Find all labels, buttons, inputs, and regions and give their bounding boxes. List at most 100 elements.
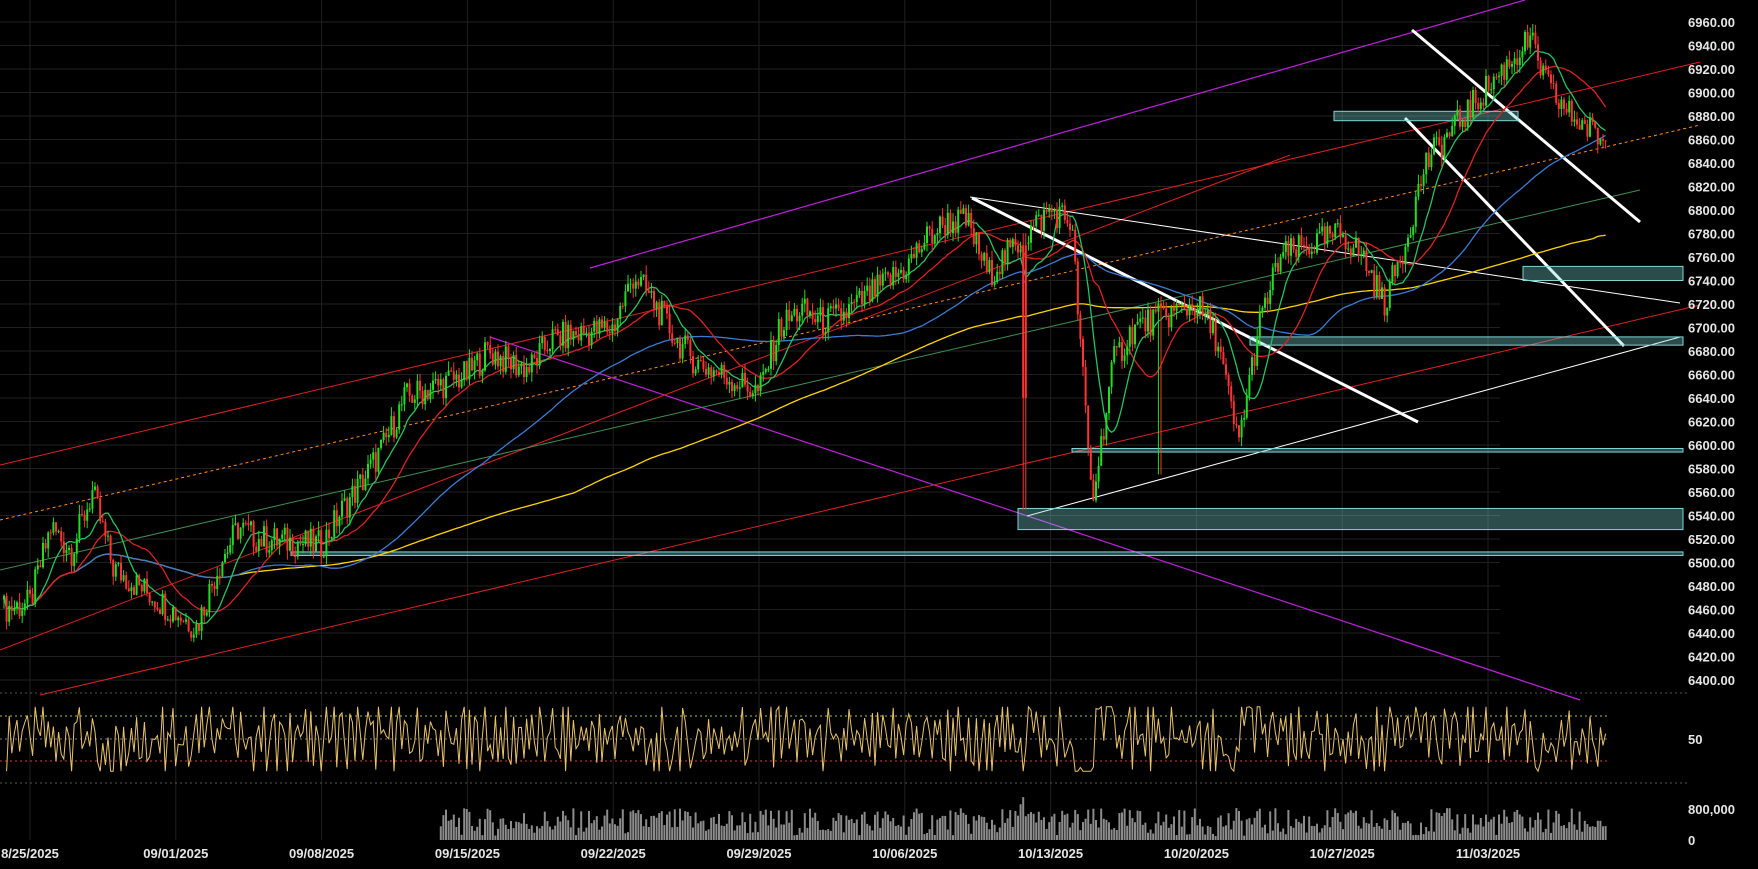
candle-body <box>476 353 479 361</box>
candle-body <box>788 309 791 321</box>
candle-body <box>1479 102 1482 110</box>
candle <box>1591 113 1594 126</box>
candle-body <box>1290 238 1292 256</box>
candle-body <box>533 354 536 358</box>
candle-body <box>845 311 848 319</box>
candle-body <box>933 235 936 244</box>
volume-bar <box>1362 817 1365 840</box>
candle <box>218 568 221 585</box>
candle-body <box>1435 137 1438 139</box>
candle-body <box>497 351 499 367</box>
candle <box>497 344 499 370</box>
candle-body <box>671 333 674 343</box>
volume-tick-label: 800,000 <box>1688 802 1735 817</box>
volume-bar <box>1030 812 1032 840</box>
candle <box>302 534 304 553</box>
candle-body <box>359 474 362 479</box>
volume-bar <box>1147 832 1149 840</box>
candle <box>681 338 684 364</box>
candle <box>798 312 801 330</box>
candle <box>94 482 96 492</box>
candle <box>1448 131 1451 139</box>
candle-body <box>915 243 918 258</box>
candle-body <box>1261 307 1264 313</box>
candle <box>208 579 211 618</box>
volume-bar <box>1253 817 1256 840</box>
candle-body <box>83 514 86 521</box>
candle <box>1004 248 1006 272</box>
candle <box>1596 127 1599 154</box>
candle-body <box>1102 436 1105 440</box>
candle-body <box>1279 256 1282 272</box>
candle-body <box>1058 206 1061 228</box>
candle <box>1097 456 1100 489</box>
volume-bar <box>1011 826 1014 840</box>
volume-bar <box>1381 828 1383 840</box>
candle-body <box>146 578 148 593</box>
volume-bar <box>1464 814 1467 840</box>
volume-bar <box>1188 834 1191 840</box>
candle <box>1453 113 1456 135</box>
volume-bar <box>632 810 635 840</box>
candle-body <box>972 228 975 245</box>
candle-body <box>1084 366 1087 406</box>
candle <box>754 375 757 402</box>
candle-body <box>257 539 260 551</box>
candle-body <box>320 530 323 557</box>
volume-bar <box>718 814 720 840</box>
candle-body <box>120 562 122 581</box>
candle-body <box>588 332 590 346</box>
candle-body <box>944 225 947 235</box>
volume-bar <box>827 829 830 840</box>
candle <box>549 347 551 358</box>
candle-body <box>1495 76 1498 78</box>
candle <box>980 251 983 269</box>
candle-body <box>29 589 31 594</box>
candle-body <box>931 228 934 244</box>
volume-bar <box>569 827 572 840</box>
volume-bar <box>881 818 884 840</box>
candle-body <box>1375 275 1378 297</box>
candle-body <box>666 305 668 314</box>
grid-lines <box>0 0 1500 840</box>
candle-body <box>1529 35 1532 48</box>
candle-body <box>673 342 676 344</box>
candle-body <box>213 585 216 589</box>
candle-body <box>432 380 434 390</box>
candle <box>803 289 806 313</box>
candle <box>957 206 960 242</box>
volume-bar <box>1123 808 1126 840</box>
candle <box>988 257 991 275</box>
candle <box>1232 394 1235 432</box>
candle-body <box>1227 374 1230 387</box>
candle <box>260 535 263 547</box>
candle <box>1063 199 1066 224</box>
candle-body <box>918 243 921 253</box>
candle-body <box>1604 140 1607 142</box>
candle <box>1446 128 1448 139</box>
candle <box>252 519 255 556</box>
candle-body <box>858 291 861 296</box>
candle-body <box>564 321 567 349</box>
candle <box>1518 49 1521 73</box>
volume-bar <box>684 811 687 840</box>
volume-bar <box>616 825 619 840</box>
candle-body <box>975 232 978 245</box>
candle-body <box>507 346 510 359</box>
candle <box>372 447 375 468</box>
volume-bar <box>913 812 915 840</box>
volume-bar <box>1274 808 1277 840</box>
candle-body <box>1269 290 1272 305</box>
candle-body <box>473 360 476 371</box>
candle <box>369 453 372 469</box>
candle-body <box>554 329 557 331</box>
candle <box>699 355 702 362</box>
candle <box>1313 245 1316 254</box>
candle-body <box>790 315 793 321</box>
candle <box>127 580 130 592</box>
volume-bar <box>1323 825 1326 840</box>
candle <box>736 381 739 392</box>
price-tick-label: 6900.00 <box>1688 86 1735 101</box>
candle <box>1105 412 1108 446</box>
candle-body <box>491 353 494 365</box>
